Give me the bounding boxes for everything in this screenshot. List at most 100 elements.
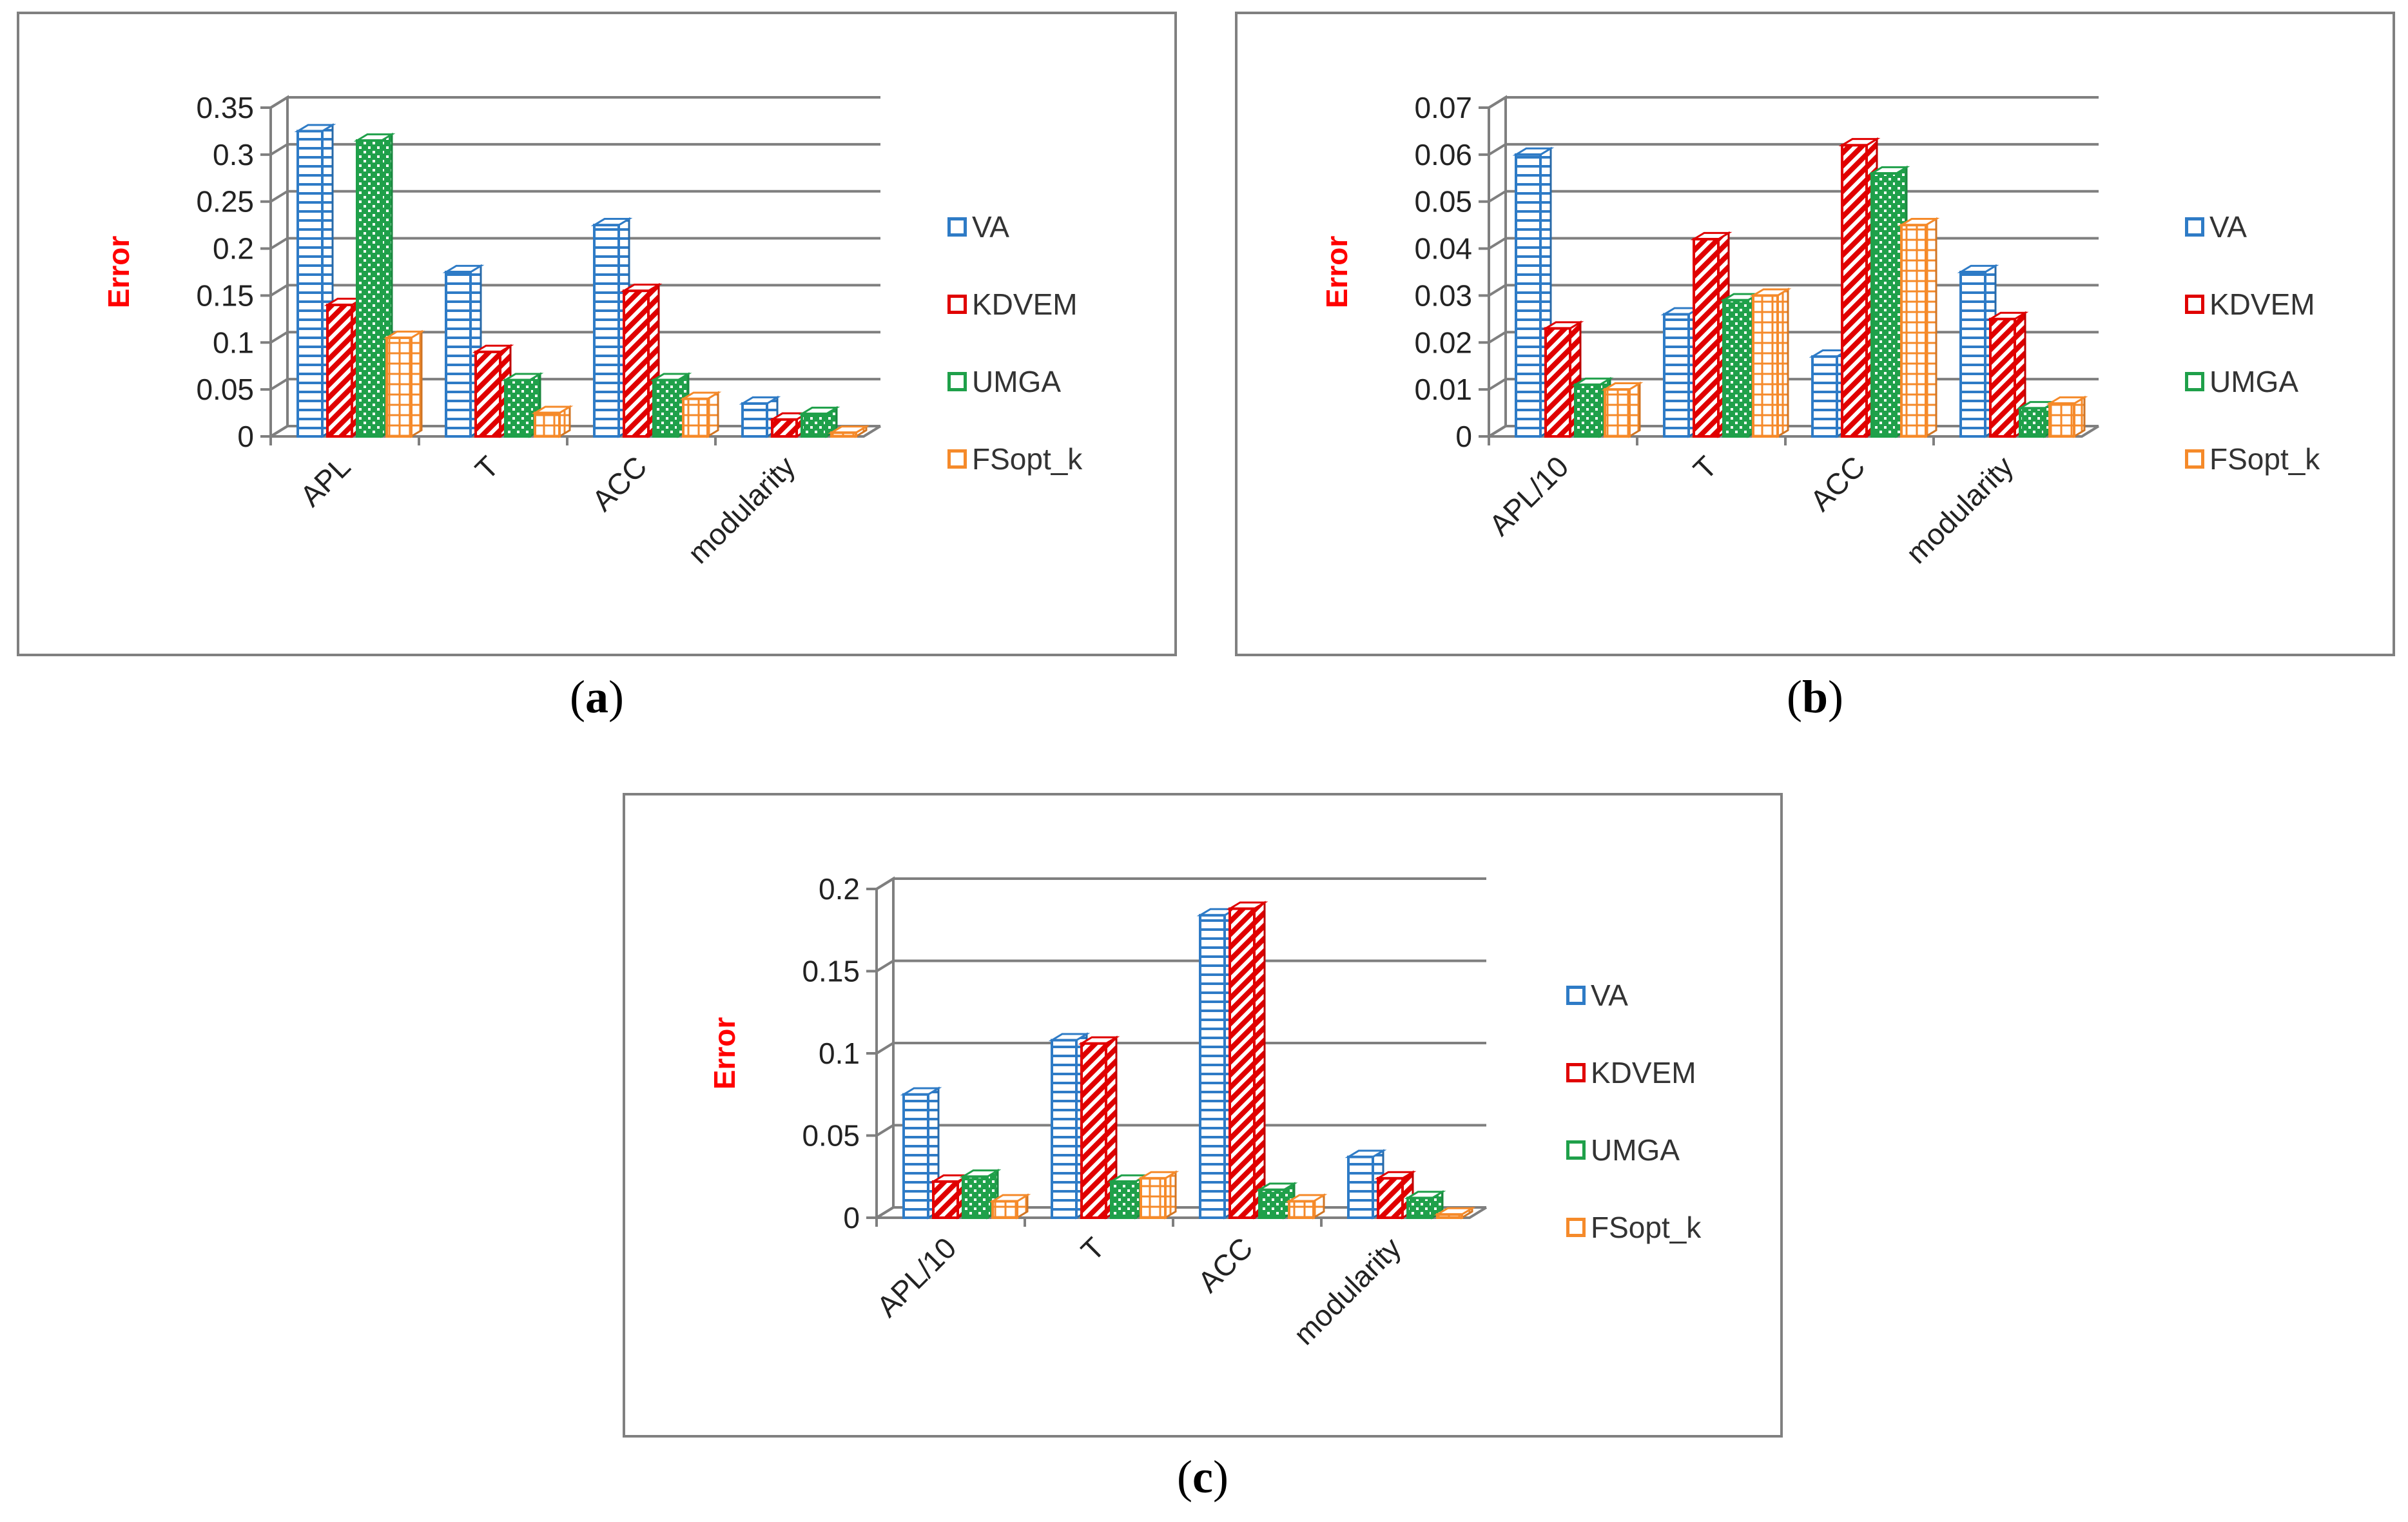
bar-va-apl10 — [1512, 146, 1555, 438]
x-tick-label: ACC — [1803, 449, 1871, 517]
bar-fsopt-k-t — [531, 405, 574, 438]
bar-va-apl — [294, 123, 336, 438]
chart-a-svg: 0 0.05 0.1 0.15 0.2 0.25 0.3 0.35 Error APL T ACC mo… — [102, 91, 882, 570]
legend-swatch-umga — [1566, 1140, 1586, 1160]
legend-label-va: VA — [972, 210, 1009, 244]
gridline — [1488, 96, 2099, 109]
caption-b: (b) — [1786, 671, 1843, 723]
gridline — [269, 237, 880, 250]
y-tick-label: 0.1 — [213, 326, 254, 359]
gridline — [269, 96, 880, 109]
y-tick-label: 0.2 — [213, 232, 254, 266]
legend-item-fsopt: FSopt_k — [2185, 440, 2320, 478]
legend-label-fsopt: FSopt_k — [972, 442, 1083, 476]
bar-fsopt-k-modularity — [828, 424, 870, 438]
y-tick-label: 0.07 — [1414, 91, 1472, 124]
legend-item-umga: UMGA — [2185, 362, 2298, 401]
y-tick-label: 0.15 — [802, 955, 860, 988]
legend-swatch-fsopt — [947, 449, 967, 469]
bar-fsopt-k-apl — [383, 329, 425, 438]
bar-kdvem-t — [1078, 1035, 1120, 1220]
bar-fsopt-k-acc — [679, 391, 722, 438]
gridline — [875, 877, 1486, 890]
x-tick-label: T — [469, 449, 505, 486]
x-tick-label: T — [1074, 1231, 1111, 1267]
legend-label-kdvem: KDVEM — [2209, 288, 2315, 321]
x-tick-label: ACC — [585, 449, 653, 517]
y-tick-label: 0 — [1455, 420, 1472, 453]
y-tick-label: 0.2 — [819, 872, 860, 906]
legend-swatch-umga — [2185, 372, 2204, 391]
legend-label-fsopt: FSopt_k — [1591, 1211, 1702, 1244]
legend-label-kdvem: KDVEM — [1591, 1056, 1696, 1089]
gridline — [1488, 284, 2099, 297]
y-tick-label: 0.35 — [196, 91, 254, 124]
bar-umga-acc — [1256, 1182, 1298, 1220]
y-tick-label: 0.25 — [196, 185, 254, 219]
chart-b-svg: 0 0.01 0.02 0.03 0.04 0.05 0.06 0.07 Error APL/10… — [1320, 91, 2100, 570]
bar-fsopt-k-modularity — [2046, 395, 2088, 438]
legend-swatch-va — [1566, 986, 1586, 1005]
legend-swatch-kdvem — [1566, 1063, 1586, 1082]
caption-a-letter: a — [585, 671, 608, 723]
bar-kdvem-t — [472, 344, 514, 438]
x-tick-label: modularity — [1899, 449, 2020, 570]
bar-va-apl10 — [900, 1086, 942, 1220]
bar-umga-modularity — [1404, 1190, 1446, 1220]
legend-label-umga: UMGA — [972, 365, 1061, 398]
y-tick-label: 0.05 — [1414, 185, 1472, 219]
legend-swatch-va — [2185, 217, 2204, 237]
y-tick-label: 0 — [237, 420, 254, 453]
bar-fsopt-k-apl10 — [989, 1193, 1031, 1220]
legend-item-kdvem: KDVEM — [1566, 1053, 1696, 1092]
chart-panel-b: 0 0.01 0.02 0.03 0.04 0.05 0.06 0.07 Error APL/10… — [1235, 12, 2395, 656]
bar-fsopt-k-t — [1749, 288, 1792, 438]
chart-panel-a: 0 0.05 0.1 0.15 0.2 0.25 0.3 0.35 Error APL T ACC mo… — [17, 12, 1177, 656]
gridline — [269, 331, 880, 344]
bar-kdvem-modularity — [1374, 1170, 1417, 1220]
gridline — [269, 142, 880, 156]
x-tick-label: modularity — [681, 449, 802, 570]
legend-item-va: VA — [947, 208, 1009, 246]
bar-kdvem-modularity — [1986, 311, 2029, 438]
x-tick-label: ACC — [1191, 1231, 1259, 1298]
bar-kdvem-apl10 — [1542, 320, 1584, 438]
legend-item-kdvem: KDVEM — [2185, 285, 2315, 324]
x-tick-label: T — [1687, 449, 1723, 486]
legend-swatch-va — [947, 217, 967, 237]
legend-item-kdvem: KDVEM — [947, 285, 1078, 324]
bar-umga-apl — [353, 132, 396, 438]
legend-label-va: VA — [2209, 210, 2247, 244]
legend-item-umga: UMGA — [947, 362, 1061, 401]
gridline — [875, 959, 1486, 973]
gridline — [1488, 142, 2099, 156]
legend-swatch-umga — [947, 372, 967, 391]
x-tick-label: modularity — [1287, 1231, 1408, 1351]
legend-label-umga: UMGA — [1591, 1133, 1680, 1167]
chart-panel-c: 0 0.05 0.1 0.15 0.2 Error APL/10 T ACC modularity… — [623, 793, 1783, 1438]
y-tick-label: 0.03 — [1414, 278, 1472, 312]
gridline — [875, 1042, 1486, 1055]
bar-va-acc — [590, 217, 633, 438]
gridline — [269, 190, 880, 203]
caption-c-letter: c — [1192, 1451, 1213, 1503]
caption-c: (c) — [1177, 1451, 1228, 1503]
bar-va-t — [442, 264, 485, 438]
x-tick-label: APL — [293, 449, 356, 512]
bar-kdvem-t — [1690, 231, 1733, 438]
legend-item-fsopt: FSopt_k — [947, 440, 1082, 478]
y-tick-label: 0.3 — [213, 138, 254, 171]
legend-swatch-kdvem — [947, 295, 967, 314]
bar-fsopt-k-t — [1137, 1170, 1180, 1220]
bar-kdvem-acc — [1226, 901, 1268, 1220]
y-axis-label: Error — [102, 236, 135, 309]
bar-fsopt-k-modularity — [1433, 1206, 1476, 1220]
caption-b-letter: b — [1801, 671, 1829, 723]
y-axis-label: Error — [1320, 236, 1354, 309]
legend-item-va: VA — [1566, 976, 1628, 1015]
y-tick-label: 0.15 — [196, 278, 254, 312]
y-tick-label: 0.1 — [819, 1037, 860, 1070]
x-tick-label: APL/10 — [870, 1231, 962, 1323]
legend-item-fsopt: FSopt_k — [1566, 1208, 1701, 1247]
y-axis-label: Error — [708, 1017, 741, 1090]
